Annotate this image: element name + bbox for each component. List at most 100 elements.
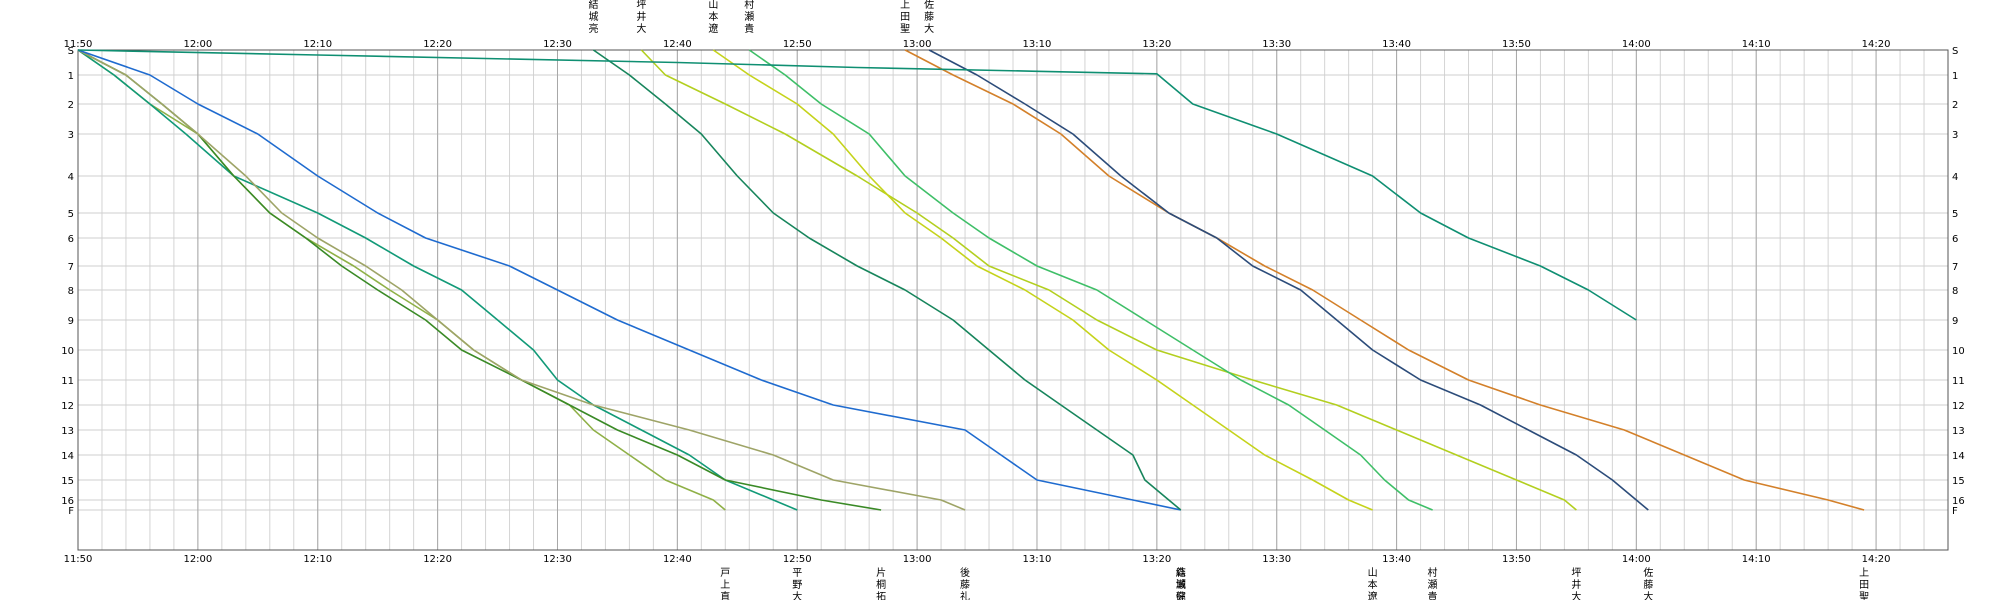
x-tick-label-bottom: 14:20 (1862, 554, 1891, 565)
series-end-label-char: 田 (1859, 580, 1869, 591)
series-end-label-char: 藤 (960, 579, 970, 591)
y-tick-label-left: 7 (68, 262, 74, 273)
x-tick-label-top: 14:10 (1742, 39, 1771, 50)
series-start-label-char: 遼 (708, 22, 718, 35)
x-tick-label-top: 11:50 (64, 39, 93, 50)
series-end-label-char: 坪 (1571, 566, 1581, 579)
x-tick-label-top: 13:40 (1382, 39, 1411, 50)
y-tick-label-left: F (68, 506, 74, 517)
y-tick-label-left: 2 (68, 100, 74, 111)
x-tick-label-bottom: 14:10 (1742, 554, 1771, 565)
series-end-label-char: 平 (792, 568, 802, 579)
x-tick-label-bottom: 13:30 (1262, 554, 1291, 565)
y-tick-label-right: 10 (1952, 346, 1965, 357)
series-end-label: 坪井大 (1571, 566, 1581, 603)
x-tick-label-bottom: 13:10 (1023, 554, 1052, 565)
plot-frame (77, 49, 1949, 551)
y-tick-label-right: 5 (1952, 209, 1958, 220)
series-end-label-char: 遼 (1368, 590, 1378, 600)
series-start-label-char: 佐 (924, 0, 934, 11)
series-end-label: 佐藤大 (1643, 567, 1653, 603)
x-tick-label-bottom: 12:50 (783, 554, 812, 565)
series-end-label-char: 礼 (960, 590, 970, 600)
y-tick-label-right: S (1952, 46, 1958, 57)
y-tick-label-right: F (1952, 506, 1958, 517)
series-start-label-char: 瀬 (744, 11, 754, 23)
series-end-label-char: 瀬 (1176, 579, 1186, 591)
series-start-label-char: 貴 (744, 22, 754, 35)
series-start-label: 山本遼 (708, 0, 718, 35)
series-end-label-char: 上 (1859, 567, 1869, 579)
x-tick-label-top: 12:40 (663, 39, 692, 50)
x-tick-label-top: 12:30 (543, 39, 572, 50)
series-start-label-char: 城 (588, 11, 598, 23)
series-end-label-char: 城 (1176, 579, 1186, 591)
x-tick-label-bottom: 12:00 (183, 554, 212, 565)
series-end-label: 片桐拓 (876, 566, 886, 603)
x-tick-label-top: 12:10 (303, 39, 332, 50)
series-start-label: 佐藤大 (924, 0, 934, 35)
y-tick-label-left: 8 (68, 286, 74, 297)
y-tick-label-right: 13 (1952, 426, 1965, 437)
series-end-label: 戸上直 (720, 567, 730, 603)
series-end-label-char: 本 (1368, 578, 1378, 591)
x-tick-label-bottom: 12:30 (543, 554, 572, 565)
y-tick-label-left: 13 (61, 426, 74, 437)
series-end-label: 結城亮 (1176, 566, 1186, 603)
x-tick-label-bottom: 11:50 (64, 554, 93, 565)
x-tick-label-top: 13:30 (1262, 39, 1291, 50)
series-end-label-char: 藤 (1643, 579, 1653, 591)
y-tick-label-left: S (68, 46, 74, 57)
series-end-label: 森瀬健 (1176, 566, 1186, 603)
series-start-label: 村瀬貴 (744, 0, 754, 35)
series-end-label-char: 佐 (1643, 567, 1653, 579)
y-tick-label-right: 2 (1952, 100, 1958, 111)
series-line (77, 49, 966, 511)
series-end-label-char: 直 (720, 590, 730, 600)
series-end-label-char: 片 (876, 566, 886, 579)
series-start-label-char: 大 (636, 22, 646, 35)
x-tick-label-bottom: 14:00 (1622, 554, 1651, 565)
series-end-label-char: 村 (1428, 566, 1438, 579)
series-start-label-char: 山 (708, 0, 718, 11)
series-end-label-char: 上 (720, 579, 730, 591)
series-line (592, 49, 1182, 511)
x-tick-label-top: 13:10 (1023, 39, 1052, 50)
series-end-label-char: 大 (1571, 590, 1581, 600)
series-line (640, 49, 1577, 511)
series-line (928, 49, 1649, 511)
series-end-label-char: 拓 (876, 591, 886, 600)
series-start-label-char: 田 (900, 12, 910, 23)
y-tick-label-left: 11 (61, 376, 74, 387)
series-start-label-char: 結 (588, 0, 598, 11)
y-tick-label-left: 4 (68, 172, 74, 183)
y-tick-label-right: 12 (1952, 401, 1965, 412)
series-end-label-char: 聖 (1859, 591, 1869, 600)
x-tick-label-top: 14:20 (1862, 39, 1891, 50)
y-tick-label-left: 6 (68, 234, 74, 245)
series-end-label: 山本遼 (1368, 567, 1378, 603)
series-line (77, 49, 1181, 511)
y-tick-label-right: 15 (1952, 476, 1965, 487)
series-end-label-char: 野 (792, 579, 802, 591)
y-tick-label-left: 5 (68, 209, 74, 220)
y-tick-label-right: 6 (1952, 234, 1958, 245)
series-start-label-char: 本 (708, 10, 718, 23)
series-start-label-char: 大 (924, 22, 934, 35)
x-tick-label-top: 14:00 (1622, 39, 1651, 50)
y-tick-label-right: 8 (1952, 286, 1958, 297)
x-tick-label-top: 13:50 (1502, 39, 1531, 50)
x-tick-label-bottom: 12:40 (663, 554, 692, 565)
y-tick-label-right: 14 (1952, 451, 1965, 462)
x-tick-label-bottom: 13:40 (1382, 554, 1411, 565)
x-tick-label-bottom: 13:20 (1142, 554, 1171, 565)
y-tick-label-left: 15 (61, 476, 74, 487)
series-line (77, 49, 1637, 321)
x-tick-label-bottom: 13:50 (1502, 554, 1531, 565)
series-end-label: 上田聖 (1859, 567, 1869, 603)
series-line (77, 49, 882, 511)
y-tick-label-right: 16 (1952, 496, 1965, 507)
y-tick-label-left: 9 (68, 316, 74, 327)
